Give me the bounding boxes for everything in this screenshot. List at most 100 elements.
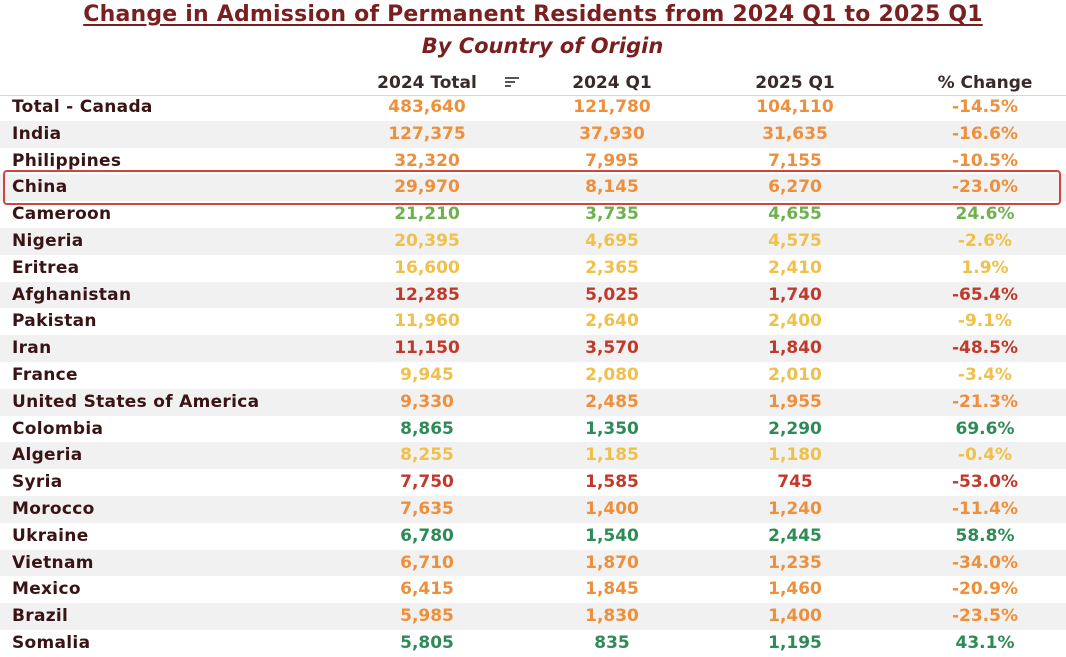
q1-2025-cell: 745 bbox=[777, 472, 813, 493]
q1-2025-cell: 104,110 bbox=[756, 97, 834, 117]
percent-change-cell: -23.0% bbox=[951, 177, 1019, 198]
country-cell: Morocco bbox=[12, 499, 95, 519]
country-cell: Iran bbox=[12, 338, 52, 359]
q1-2024-cell: 1,540 bbox=[585, 525, 639, 546]
q1-2024-cell: 1,185 bbox=[585, 445, 639, 466]
q1-2024-cell: 3,570 bbox=[585, 338, 639, 359]
country-cell: United States of America bbox=[12, 391, 260, 412]
country-cell: Nigeria bbox=[12, 231, 84, 251]
percent-change-cell: -3.4% bbox=[957, 365, 1013, 385]
table-row: Colombia 8,865 1,350 2,290 69.6% bbox=[0, 416, 1066, 443]
q1-2024-cell: 37,930 bbox=[579, 123, 645, 144]
total-2024-cell: 7,750 bbox=[400, 472, 454, 493]
q1-2024-cell: 8,145 bbox=[585, 177, 639, 198]
total-2024-cell: 11,960 bbox=[394, 311, 460, 332]
table-row: Pakistan 11,960 2,640 2,400 -9.1% bbox=[0, 308, 1066, 335]
table-row: Morocco 7,635 1,400 1,240 -11.4% bbox=[0, 496, 1066, 523]
country-cell: Pakistan bbox=[12, 311, 97, 332]
q1-2025-cell: 1,235 bbox=[768, 552, 822, 573]
total-2024-cell: 6,415 bbox=[400, 579, 454, 600]
total-2024-cell: 6,710 bbox=[400, 552, 454, 573]
q1-2025-cell: 2,010 bbox=[768, 365, 822, 385]
q1-2024-cell: 2,485 bbox=[585, 391, 639, 412]
q1-2024-cell: 3,735 bbox=[585, 204, 639, 225]
table-row: India 127,375 37,930 31,635 -16.6% bbox=[0, 120, 1066, 148]
country-cell: Eritrea bbox=[12, 257, 80, 278]
country-cell: China bbox=[12, 177, 68, 198]
country-cell: Cameroon bbox=[12, 204, 112, 225]
table-header: 2024 Total 2024 Q1 2025 Q1 % Change bbox=[0, 71, 1066, 96]
percent-change-cell: 69.6% bbox=[955, 418, 1015, 439]
sort-icon[interactable] bbox=[505, 77, 519, 89]
table-row: Eritrea 16,600 2,365 2,410 1.9% bbox=[0, 255, 1066, 282]
q1-2025-cell: 4,575 bbox=[768, 231, 822, 251]
country-cell: Somalia bbox=[12, 633, 91, 653]
percent-change-cell: -16.6% bbox=[951, 123, 1019, 144]
q1-2025-cell: 1,240 bbox=[768, 499, 822, 519]
total-2024-cell: 8,255 bbox=[400, 445, 454, 466]
country-cell: India bbox=[12, 123, 62, 144]
total-2024-cell: 11,150 bbox=[394, 338, 460, 359]
total-2024-cell: 16,600 bbox=[394, 257, 460, 278]
q1-2024-cell: 7,995 bbox=[585, 150, 639, 171]
percent-change-cell: -34.0% bbox=[951, 552, 1019, 573]
q1-2025-cell: 2,290 bbox=[768, 418, 822, 439]
q1-2024-cell: 121,780 bbox=[573, 97, 651, 117]
q1-2024-cell: 2,080 bbox=[585, 365, 639, 385]
total-2024-cell: 12,285 bbox=[394, 284, 460, 305]
q1-2024-cell: 1,350 bbox=[585, 418, 639, 439]
total-2024-cell: 7,635 bbox=[400, 499, 454, 519]
total-2024-cell: 32,320 bbox=[394, 150, 460, 171]
country-cell: Total - Canada bbox=[12, 97, 153, 117]
percent-change-cell: -9.1% bbox=[957, 311, 1013, 332]
chart-subtitle: By Country of Origin bbox=[421, 34, 664, 58]
table-row: Algeria 8,255 1,185 1,180 -0.4% bbox=[0, 442, 1066, 470]
header-2025-q1[interactable]: 2025 Q1 bbox=[755, 73, 835, 93]
country-cell: France bbox=[12, 365, 78, 385]
total-2024-cell: 5,805 bbox=[400, 633, 454, 653]
table-row: Philippines 32,320 7,995 7,155 -10.5% bbox=[0, 148, 1066, 175]
country-cell: Syria bbox=[12, 472, 63, 493]
percent-change-cell: -0.4% bbox=[957, 445, 1013, 466]
country-cell: Brazil bbox=[12, 606, 69, 627]
q1-2025-cell: 4,655 bbox=[768, 204, 822, 225]
table-row: Brazil 5,985 1,830 1,400 -23.5% bbox=[0, 603, 1066, 630]
percent-change-cell: -21.3% bbox=[951, 391, 1019, 412]
table-row: United States of America 9,330 2,485 1,955 -… bbox=[0, 388, 1066, 416]
percent-change-cell: -53.0% bbox=[951, 472, 1019, 493]
q1-2025-cell: 1,955 bbox=[768, 391, 822, 412]
q1-2024-cell: 1,400 bbox=[585, 499, 639, 519]
q1-2024-cell: 1,845 bbox=[585, 579, 639, 600]
table-row: Nigeria 20,395 4,695 4,575 -2.6% bbox=[0, 228, 1066, 255]
total-2024-cell: 21,210 bbox=[394, 204, 460, 225]
q1-2024-cell: 2,365 bbox=[585, 257, 639, 278]
header-2024-total[interactable]: 2024 Total bbox=[377, 73, 477, 93]
table-row: Cameroon 21,210 3,735 4,655 24.6% bbox=[0, 201, 1066, 228]
table-row: Vietnam 6,710 1,870 1,235 -34.0% bbox=[0, 549, 1066, 577]
q1-2024-cell: 5,025 bbox=[585, 284, 639, 305]
table-row: Iran 11,150 3,570 1,840 -48.5% bbox=[0, 335, 1066, 362]
percent-change-cell: -14.5% bbox=[951, 97, 1019, 117]
q1-2024-cell: 835 bbox=[594, 633, 630, 653]
q1-2025-cell: 1,740 bbox=[768, 284, 822, 305]
table-row: China 29,970 8,145 6,270 -23.0% bbox=[0, 174, 1066, 202]
country-cell: Philippines bbox=[12, 150, 122, 171]
q1-2024-cell: 1,830 bbox=[585, 606, 639, 627]
percent-change-cell: -2.6% bbox=[957, 231, 1013, 251]
q1-2025-cell: 31,635 bbox=[762, 123, 828, 144]
q1-2024-cell: 1,585 bbox=[585, 472, 639, 493]
percent-change-cell: 1.9% bbox=[961, 257, 1009, 278]
percent-change-cell: 43.1% bbox=[955, 633, 1015, 653]
q1-2024-cell: 1,870 bbox=[585, 552, 639, 573]
table-row: Afghanistan 12,285 5,025 1,740 -65.4% bbox=[0, 281, 1066, 309]
percent-change-cell: -23.5% bbox=[951, 606, 1019, 627]
total-2024-cell: 127,375 bbox=[388, 123, 466, 144]
header-percent-change[interactable]: % Change bbox=[937, 73, 1033, 93]
q1-2024-cell: 4,695 bbox=[585, 231, 639, 251]
table-row: Ukraine 6,780 1,540 2,445 58.8% bbox=[0, 523, 1066, 550]
country-cell: Colombia bbox=[12, 418, 104, 439]
header-2024-q1[interactable]: 2024 Q1 bbox=[572, 73, 652, 93]
total-2024-cell: 5,985 bbox=[400, 606, 454, 627]
total-2024-cell: 9,945 bbox=[400, 365, 454, 385]
country-cell: Ukraine bbox=[12, 525, 89, 546]
